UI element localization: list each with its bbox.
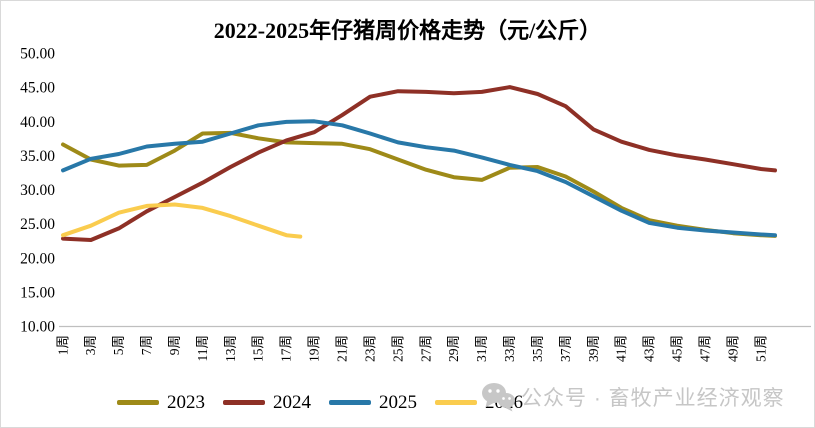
legend-swatch: [329, 400, 371, 405]
x-axis-label: 23周: [362, 335, 377, 362]
x-axis-label: 49周: [725, 335, 740, 362]
x-axis-label: 51周: [753, 335, 768, 362]
y-axis-label: 10.00: [20, 319, 55, 336]
series-line-2024: [61, 85, 777, 242]
y-axis-label: 40.00: [20, 114, 55, 131]
x-axis-label: 21周: [335, 335, 350, 362]
legend-item-2024: 2024: [223, 393, 311, 412]
x-axis-label: 3周: [83, 335, 98, 355]
x-axis-label: 15周: [251, 335, 266, 362]
x-axis-label: 29周: [446, 335, 461, 362]
x-axis-label: 47周: [698, 335, 713, 362]
x-axis-label: 9周: [167, 335, 182, 355]
x-axis-label: 41周: [614, 335, 629, 362]
legend-swatch: [117, 400, 159, 405]
y-axis-label: 30.00: [20, 182, 55, 199]
legend-swatch: [223, 400, 265, 405]
x-axis-label: 39周: [586, 335, 601, 362]
x-axis-label: 19周: [307, 335, 322, 362]
x-axis-label: 1周: [55, 335, 70, 355]
series-line-2026: [61, 202, 303, 239]
y-axis-label: 20.00: [20, 250, 55, 267]
watermark: 公众号 · 畜牧产业经济观察: [481, 382, 785, 412]
x-axis-label: 35周: [530, 335, 545, 362]
legend-item-2025: 2025: [329, 393, 417, 412]
series-line-2025: [61, 119, 777, 238]
watermark-text: 公众号 · 畜牧产业经济观察: [521, 387, 785, 410]
chart-title: 2022-2025年仔猪周价格走势（元/公斤）: [213, 18, 602, 43]
x-axis-label: 27周: [418, 335, 433, 362]
legend-item-2023: 2023: [117, 393, 205, 412]
legend-label: 2025: [379, 392, 417, 413]
legend-swatch: [435, 400, 477, 405]
legend-label: 2023: [167, 392, 205, 413]
y-axis-label: 50.00: [20, 46, 55, 63]
series-line-2023: [61, 130, 777, 238]
y-axis-label: 15.00: [20, 284, 55, 301]
x-axis-label: 11周: [195, 335, 210, 362]
x-axis-label: 37周: [558, 335, 573, 362]
legend-label: 2024: [273, 392, 311, 413]
x-axis-label: 31周: [474, 335, 489, 362]
legend: 2023202420252026: [117, 393, 523, 412]
y-axis-label: 35.00: [20, 148, 55, 165]
y-axis-label: 45.00: [20, 80, 55, 97]
x-axis-label: 13周: [223, 335, 238, 362]
x-axis-label: 43周: [642, 335, 657, 362]
x-axis-label: 33周: [502, 335, 517, 362]
y-axis-label: 25.00: [20, 216, 55, 233]
x-axis-label: 5周: [111, 335, 126, 355]
x-axis-label: 7周: [139, 335, 154, 355]
x-axis-label: 25周: [390, 335, 405, 362]
wechat-icon: [482, 383, 515, 412]
x-axis-label: 17周: [279, 335, 294, 362]
x-axis-label: 45周: [670, 335, 685, 362]
